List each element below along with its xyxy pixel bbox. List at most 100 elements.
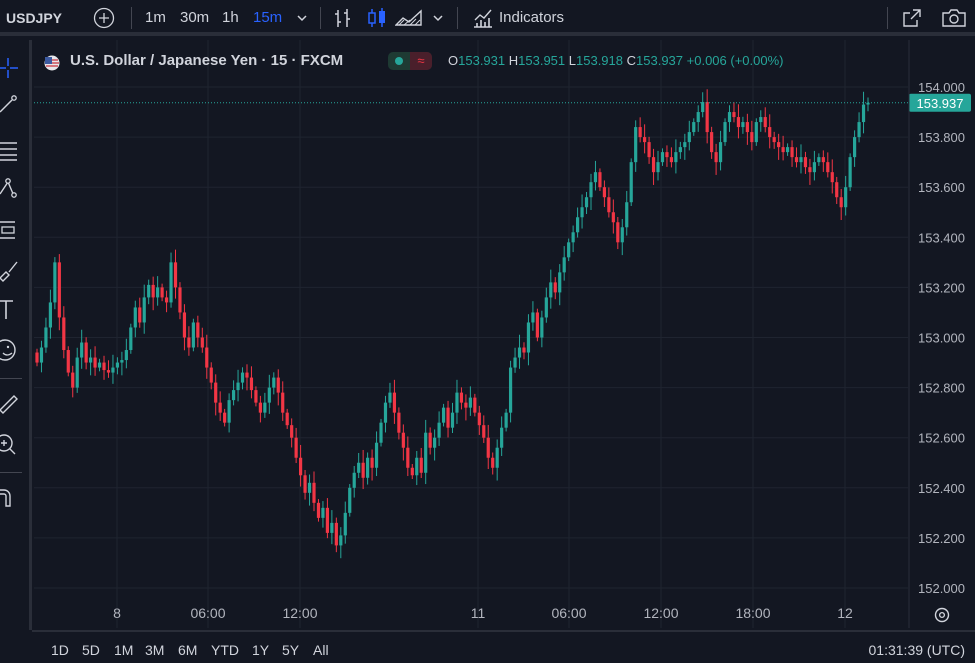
trendline-icon[interactable] (0, 92, 22, 116)
indicators-button[interactable]: Indicators (499, 9, 565, 26)
emoji-icon[interactable] (0, 338, 22, 362)
interval-30m[interactable]: 30m (180, 9, 210, 26)
candle-body (785, 147, 790, 153)
toolbar-divider (887, 7, 888, 29)
market-status-pill[interactable]: ≈ (388, 52, 432, 70)
candle-body (392, 392, 397, 413)
candle-body (343, 512, 347, 536)
add-symbol-icon[interactable] (93, 7, 115, 29)
fib-icon[interactable] (0, 138, 22, 162)
candle-body (598, 172, 602, 188)
candle-body (330, 522, 334, 533)
candle-body (526, 322, 531, 353)
interval-1h[interactable]: 1h (222, 9, 239, 26)
chart-title[interactable]: U.S. Dollar / Japanese Yen · 15 · FXCM (70, 52, 344, 69)
range-ytd[interactable]: YTD (211, 642, 239, 658)
chart-settings-icon[interactable] (934, 607, 950, 623)
candle-body (129, 327, 133, 351)
candle-style-icon[interactable] (367, 7, 387, 29)
pattern-icon[interactable] (0, 176, 22, 200)
candle-body (106, 370, 111, 373)
candle-body (294, 437, 298, 458)
candle-body (312, 482, 316, 503)
candle-body (446, 407, 450, 428)
candle-body (89, 357, 93, 363)
candle-body (53, 262, 57, 303)
crosshair-icon[interactable] (0, 56, 22, 80)
candle-body (687, 132, 691, 143)
candle-body (115, 362, 120, 368)
candle-body (182, 312, 187, 338)
candle-body (366, 457, 370, 478)
range-all[interactable]: All (313, 642, 329, 658)
utc-clock[interactable]: 01:31:39 (UTC) (868, 642, 965, 658)
candle-body (508, 367, 513, 413)
camera-icon[interactable] (941, 7, 967, 29)
price-tick-label: 153.000 (918, 331, 965, 346)
candle-body (321, 507, 325, 518)
candle-body (549, 282, 553, 298)
candle-body (803, 157, 808, 168)
candle-body (44, 327, 48, 348)
range-1y[interactable]: 1Y (252, 642, 270, 658)
candle-body (160, 287, 164, 298)
price-chart[interactable]: 152.000 152.200 152.400 152.600 152.800 153.0… (0, 40, 975, 630)
candle-body (133, 307, 137, 328)
candle-body (151, 284, 155, 298)
zoom-icon[interactable] (0, 432, 22, 456)
projection-icon[interactable] (0, 218, 22, 242)
time-tick-label: 8 (113, 605, 121, 621)
candle-body (718, 142, 723, 163)
candle-body (370, 457, 374, 468)
candle-body (500, 427, 504, 448)
range-5y[interactable]: 5Y (282, 642, 300, 658)
chevron-down-icon[interactable] (432, 13, 444, 23)
candle-body (147, 284, 151, 298)
chevron-down-icon[interactable] (296, 13, 308, 23)
text-icon[interactable] (0, 298, 22, 322)
candle-body (794, 157, 799, 163)
candle-body (723, 122, 727, 143)
candle-body (62, 317, 66, 351)
candle-body (522, 347, 526, 353)
ruler-icon[interactable] (0, 390, 22, 414)
area-style-icon[interactable] (395, 8, 423, 28)
interval-1m[interactable]: 1m (145, 9, 166, 26)
price-tick-label: 153.600 (918, 180, 965, 195)
interval-15m[interactable]: 15m (253, 9, 283, 26)
candle-body (196, 322, 200, 338)
range-3m[interactable]: 3M (145, 642, 165, 658)
candle-body (491, 457, 495, 468)
candle-body (839, 197, 843, 208)
candle-body (383, 402, 388, 423)
range-bar: 1D 5D 1M 3M 6M YTD 1Y 5Y All 01:31:39 (U… (32, 630, 975, 663)
brush-icon[interactable] (0, 258, 22, 282)
range-1m[interactable]: 1M (114, 642, 134, 658)
symbol-search[interactable]: USDJPY (6, 10, 63, 26)
candle-body (759, 117, 763, 123)
candle-body (379, 422, 383, 443)
candle-body (513, 357, 517, 368)
bar-style-icon[interactable] (333, 7, 353, 29)
range-6m[interactable]: 6M (178, 642, 198, 658)
candle-body (57, 262, 61, 318)
chart-canvas[interactable]: 152.000 152.200 152.400 152.600 152.800 153.0… (0, 40, 975, 630)
candle-body (209, 367, 213, 383)
candle-body (634, 127, 638, 163)
price-tick-label: 152.000 (918, 581, 965, 596)
candle-body (835, 182, 839, 198)
candle-body (611, 212, 615, 223)
candle-body (455, 392, 459, 413)
candle-body (450, 412, 455, 428)
candle-body (205, 347, 209, 368)
range-5d[interactable]: 5D (82, 642, 100, 658)
candle-body (651, 157, 656, 173)
indicators-icon[interactable] (472, 7, 494, 29)
fullscreen-icon[interactable] (901, 7, 923, 29)
magnet-icon[interactable] (0, 486, 22, 510)
top-toolbar: USDJPY 1m 30m 1h 15m Indicators (0, 0, 975, 36)
toolbar-divider (131, 7, 132, 29)
candle-body (544, 297, 548, 318)
candle-body (727, 112, 732, 123)
range-1d[interactable]: 1D (51, 642, 69, 658)
